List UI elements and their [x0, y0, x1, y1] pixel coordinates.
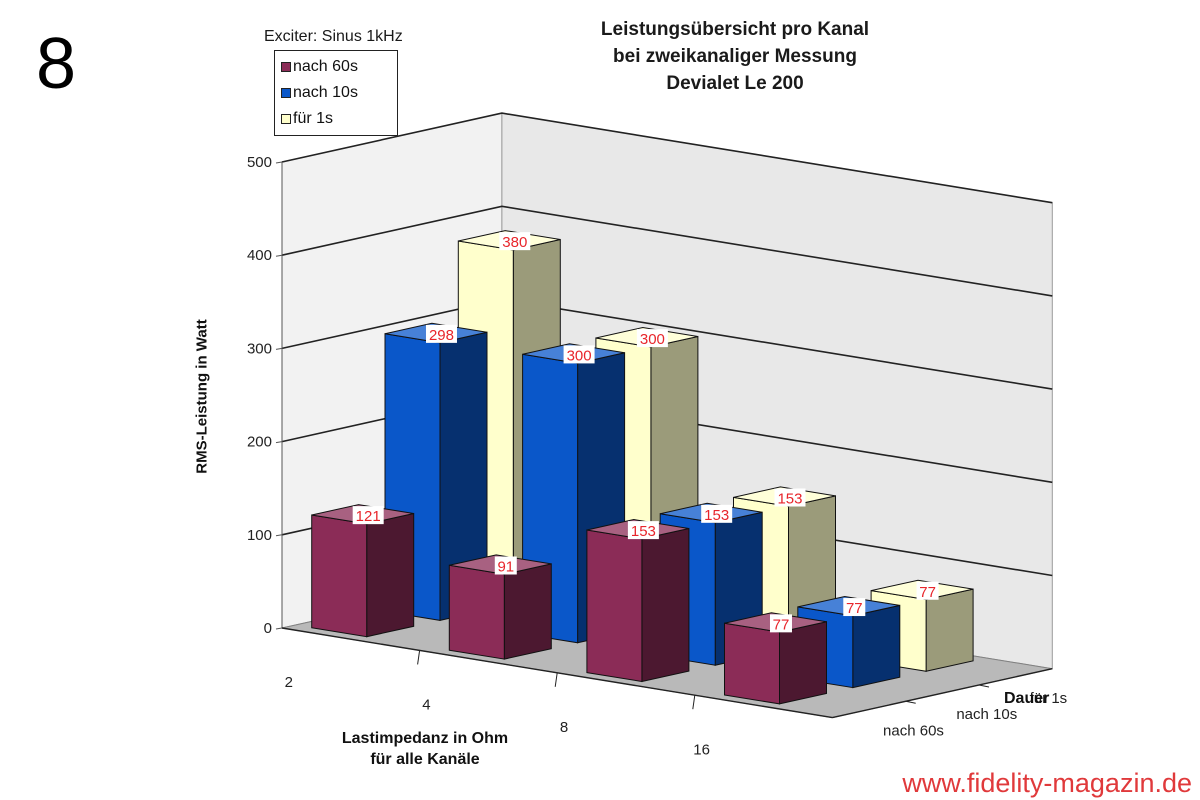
bar-8-0-side [641, 527, 690, 683]
x-tick-mark-2 [554, 672, 558, 687]
y-tick-label-300: 300 [247, 340, 272, 357]
x-tick-label-2: 2 [285, 674, 293, 691]
bar-4-1-label-bg [563, 345, 595, 364]
y-tick-label-400: 400 [247, 247, 272, 264]
x-tick-label-4: 4 [422, 697, 430, 714]
bar-8-0-front [586, 529, 643, 683]
bar-2-2-label: 380 [502, 234, 527, 251]
bar-16-0-label: 77 [773, 616, 790, 633]
x-axis-label-line-1: Lastimpedanz in Ohm [341, 730, 509, 747]
bar-2-0-side [366, 512, 415, 638]
x-tick-mark-3 [692, 695, 696, 710]
legend-entry-10s: nach 10s [281, 83, 358, 103]
chart-title: Leistungsübersicht pro Kanal bei zweikan… [560, 16, 910, 97]
depth-tick-label-2: für 1s [1030, 690, 1068, 707]
bar-16-1-side [852, 604, 901, 689]
bar-2-0-label: 121 [356, 508, 381, 525]
bar-4-2-label-bg [636, 329, 668, 348]
bar-4-0-label-bg [494, 556, 517, 575]
bar-16-2-side [925, 588, 974, 672]
bar-2-0-front [311, 514, 368, 638]
y-tick-mark-500 [275, 161, 283, 164]
legend-label-1s: für 1s [293, 110, 334, 127]
y-tick-mark-200 [275, 441, 283, 444]
legend-label-60s: nach 60s [293, 58, 358, 75]
bar-16-1-label: 77 [846, 600, 863, 617]
legend-entry-1s: für 1s [281, 109, 334, 129]
x-tick-label-16: 16 [693, 741, 710, 758]
legend-label-10s: nach 10s [293, 84, 358, 101]
y-tick-label-0: 0 [264, 620, 272, 637]
depth-tick-mark-1 [905, 700, 916, 704]
bar-8-1-label-bg [701, 504, 733, 523]
x-axis-label: Lastimpedanz in Ohm für alle Kanäle [290, 728, 560, 770]
bar-4-0-front [448, 564, 505, 660]
bar-4-0-label: 91 [497, 559, 514, 576]
chart-title-line-3: Devialet Le 200 [666, 73, 804, 94]
chart-title-line-2: bei zweikanaliger Messung [613, 46, 857, 67]
figure-number: 8 [36, 24, 77, 104]
legend-swatch-1s [281, 114, 291, 124]
bar-2-0-label-bg [352, 506, 384, 525]
bar-8-2-label-bg [774, 488, 806, 507]
y-tick-label-200: 200 [247, 434, 272, 451]
bar-2-1-label-bg [425, 324, 457, 343]
bar-2-1-label: 298 [429, 327, 454, 344]
depth-tick-mark-2 [978, 684, 990, 688]
y-axis-label: RMS-Leistung in Watt [193, 319, 211, 474]
bar-16-1-label-bg [843, 598, 866, 617]
legend: nach 60s nach 10s für 1s [274, 50, 398, 136]
bar-2-2-label-bg [499, 232, 531, 251]
bar-16-0-label-bg [769, 614, 792, 633]
bar-16-2-label: 77 [919, 584, 936, 601]
x-tick-label-8: 8 [560, 719, 568, 736]
bar-16-2-label-bg [916, 581, 939, 600]
depth-axis-line [832, 668, 1053, 719]
y-tick-label-100: 100 [247, 527, 272, 544]
x-tick-mark-1 [417, 650, 421, 665]
legend-swatch-60s [281, 62, 291, 72]
bar-16-0-side [779, 621, 827, 705]
gridline-400 [281, 205, 1053, 297]
bar-8-1-label: 153 [704, 507, 729, 524]
legend-title: Exciter: Sinus 1kHz [264, 28, 403, 45]
bar-4-0-side [503, 563, 552, 660]
gridline-500 [281, 112, 1053, 204]
y-tick-mark-0 [275, 627, 283, 630]
bar-4-2-label: 300 [640, 331, 665, 348]
depth-tick-label-1: nach 10s [956, 706, 1017, 723]
y-tick-mark-100 [275, 534, 283, 537]
bar-4-1-label: 300 [567, 347, 592, 364]
legend-entry-60s: nach 60s [281, 57, 358, 77]
y-tick-label-500: 500 [247, 154, 272, 171]
depth-axis-label: Dauer [1004, 690, 1050, 707]
y-tick-mark-300 [275, 347, 283, 350]
bar-16-0-front [724, 622, 780, 705]
bar-8-2-label: 153 [777, 491, 802, 508]
bar-8-0-label-bg [627, 521, 659, 540]
y-tick-mark-400 [275, 254, 283, 257]
depth-tick-label-0: nach 60s [883, 722, 944, 739]
legend-swatch-10s [281, 88, 291, 98]
watermark: www.fidelity-magazin.de [902, 768, 1192, 798]
x-axis-label-line-2: für alle Kanäle [370, 751, 480, 768]
chart-title-line-1: Leistungsübersicht pro Kanal [600, 19, 870, 40]
bar-8-0-label: 153 [631, 523, 656, 540]
